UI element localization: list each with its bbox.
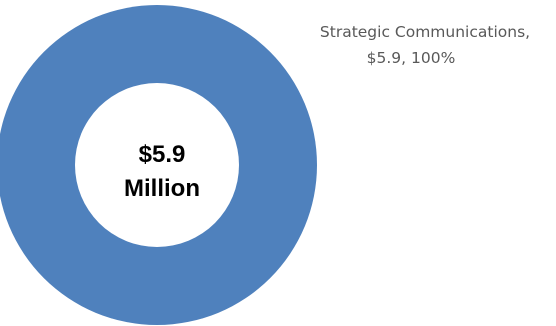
slice-label-value: $5.9, 100% xyxy=(367,49,456,67)
center-label-unit: Million xyxy=(124,175,200,202)
slice-label-name: Strategic Communications, xyxy=(320,23,530,41)
donut-hole xyxy=(75,83,239,247)
center-label-value: $5.9 xyxy=(139,141,186,168)
